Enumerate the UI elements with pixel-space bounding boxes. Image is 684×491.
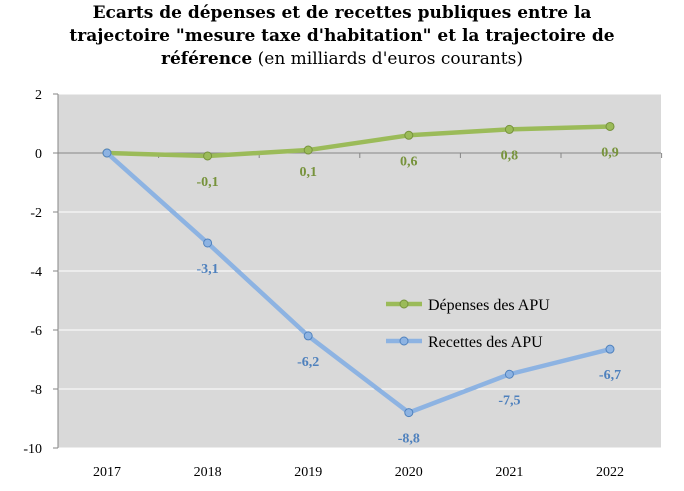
x-tick-label: 2017 xyxy=(93,465,121,480)
data-labels: -0,1 0,1 0,6 0,8 0,9 -3,1 -6,2 -8,8 -7,5 -6,7 xyxy=(197,145,622,446)
y-tick-label: 2 xyxy=(35,88,42,103)
legend: Dépenses des APU Recettes des APU xyxy=(386,297,550,351)
legend-label: Recettes des APU xyxy=(428,334,543,351)
data-point xyxy=(605,121,615,131)
y-tick-label: -2 xyxy=(30,206,42,221)
x-tick-label: 2020 xyxy=(395,465,423,480)
data-label: -6,7 xyxy=(599,368,621,383)
y-tick-label: -6 xyxy=(30,324,42,339)
data-label: 0,8 xyxy=(501,148,519,163)
y-tick-label: -4 xyxy=(30,265,42,280)
data-point xyxy=(404,130,414,140)
legend-swatch-marker xyxy=(399,336,409,346)
data-label: 0,1 xyxy=(299,165,317,180)
chart-title: Ecarts de dépenses et de recettes publiq… xyxy=(0,2,684,71)
legend-swatch-marker xyxy=(399,299,409,309)
data-point xyxy=(303,331,313,341)
data-label: 0,6 xyxy=(400,154,418,169)
y-tick-label: -10 xyxy=(23,442,42,457)
series-group xyxy=(102,121,615,418)
gridlines xyxy=(58,93,661,449)
x-tick-label: 2018 xyxy=(194,465,222,480)
series-line-recettes xyxy=(104,150,613,415)
data-label: -0,1 xyxy=(197,175,219,190)
chart-title-line-3: référence (en milliards d'euros courants… xyxy=(0,48,684,71)
data-point xyxy=(203,238,213,248)
data-label: -8,8 xyxy=(398,432,420,447)
x-tick-label: 2022 xyxy=(596,465,624,480)
chart-title-line-2: trajectoire "mesure taxe d'habitation" e… xyxy=(69,26,615,46)
data-point xyxy=(605,344,615,354)
legend-label: Dépenses des APU xyxy=(428,297,550,314)
data-label: -3,1 xyxy=(197,262,219,277)
y-tick-label: -8 xyxy=(30,383,42,398)
data-point xyxy=(203,151,213,161)
chart-title-line-3-bold: référence xyxy=(161,49,253,69)
y-axis-ticks: 2 0 -2 -4 -6 -8 -10 xyxy=(23,88,42,457)
series-line-depenses xyxy=(104,124,613,159)
data-label: -6,2 xyxy=(297,355,319,370)
chart-title-line-3-light: (en milliards d'euros courants) xyxy=(257,49,523,69)
chart-title-line-1: Ecarts de dépenses et de recettes publiq… xyxy=(92,3,592,23)
data-label: 0,9 xyxy=(601,145,619,160)
data-point xyxy=(504,124,514,134)
data-point xyxy=(102,148,112,158)
x-tick-label: 2021 xyxy=(495,465,523,480)
x-axis-ticks: 2017 2018 2019 2020 2021 2022 xyxy=(93,465,624,480)
data-point xyxy=(504,369,514,379)
data-label: -7,5 xyxy=(498,393,520,408)
data-point xyxy=(303,145,313,155)
data-point xyxy=(404,408,414,418)
y-tick-label: 0 xyxy=(35,147,42,162)
x-tick-label: 2019 xyxy=(294,465,322,480)
